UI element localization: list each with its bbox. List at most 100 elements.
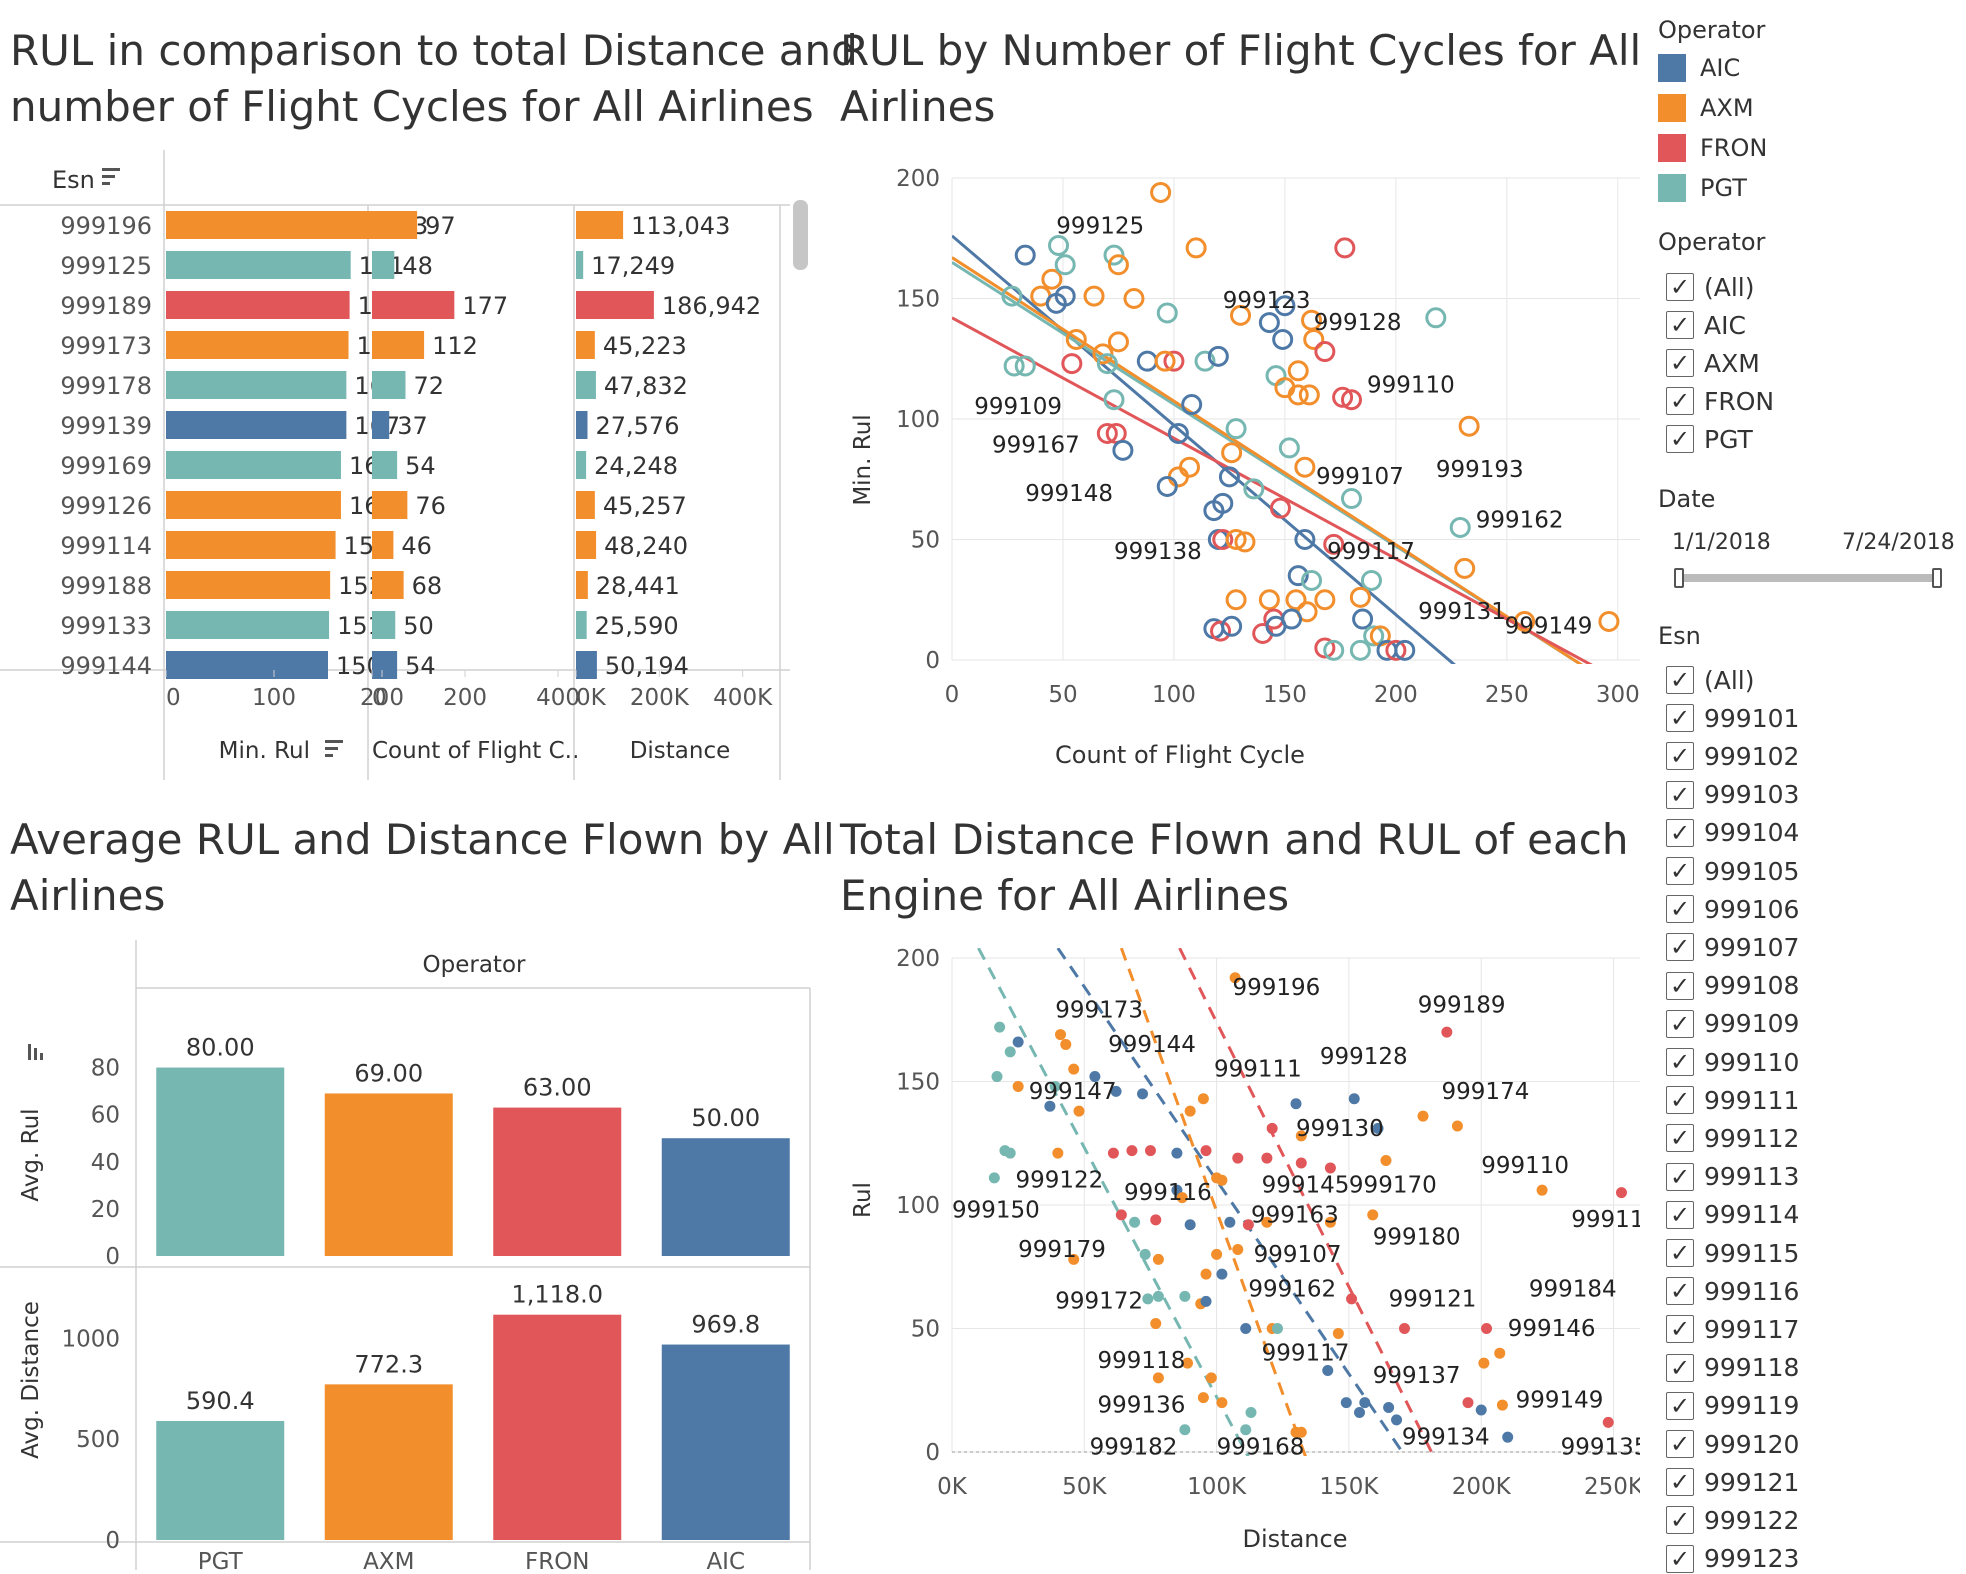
data-point[interactable] bbox=[1294, 529, 1316, 550]
date-slider-end-handle[interactable] bbox=[1932, 568, 1942, 588]
avg-distance-bar[interactable] bbox=[324, 1384, 453, 1540]
bar-min-rul[interactable] bbox=[166, 211, 375, 239]
bar-flight-cycles[interactable] bbox=[372, 451, 398, 479]
checkbox-checked-icon[interactable]: ✓ bbox=[1666, 1200, 1694, 1229]
data-point[interactable] bbox=[1096, 353, 1118, 375]
data-point[interactable] bbox=[1185, 237, 1207, 259]
data-point[interactable] bbox=[1598, 610, 1620, 632]
data-point[interactable] bbox=[1225, 529, 1247, 550]
data-point[interactable] bbox=[1012, 1080, 1024, 1092]
data-point[interactable] bbox=[1481, 1323, 1493, 1334]
operator-filter-item[interactable]: ✓ PGT bbox=[1666, 422, 1753, 456]
legend-item-pgt[interactable]: PGT bbox=[1658, 172, 1747, 204]
avg-distance-bar[interactable] bbox=[493, 1314, 622, 1540]
data-point[interactable] bbox=[1052, 1147, 1064, 1159]
data-point[interactable] bbox=[1092, 343, 1114, 365]
avg-rul-bar[interactable] bbox=[156, 1067, 285, 1256]
bar-distance[interactable] bbox=[576, 611, 587, 639]
data-point[interactable] bbox=[1207, 345, 1229, 367]
data-point[interactable] bbox=[1290, 1098, 1302, 1110]
data-point[interactable] bbox=[1181, 394, 1203, 416]
data-point[interactable] bbox=[1363, 625, 1385, 647]
data-point[interactable] bbox=[1014, 355, 1036, 377]
data-point[interactable] bbox=[1615, 1187, 1627, 1199]
data-point[interactable] bbox=[1041, 268, 1063, 290]
data-point[interactable] bbox=[1205, 1372, 1217, 1384]
data-point[interactable] bbox=[1295, 1157, 1307, 1169]
esn-filter-item[interactable]: ✓ 999117 bbox=[1666, 1312, 1799, 1346]
data-point[interactable] bbox=[1303, 328, 1325, 350]
data-point[interactable] bbox=[1372, 1122, 1384, 1134]
esn-filter-item[interactable]: ✓ 999122 bbox=[1666, 1503, 1799, 1537]
data-point[interactable] bbox=[1314, 341, 1336, 363]
esn-filter-item[interactable]: ✓ 999109 bbox=[1666, 1007, 1799, 1041]
data-point[interactable] bbox=[1332, 386, 1354, 408]
avg-distance-bar[interactable] bbox=[661, 1344, 790, 1540]
data-point[interactable] bbox=[988, 1172, 1000, 1184]
esn-sort-icon[interactable] bbox=[102, 168, 120, 185]
data-point[interactable] bbox=[1200, 1268, 1212, 1280]
data-point[interactable] bbox=[1323, 533, 1345, 555]
data-point[interactable] bbox=[1245, 1406, 1257, 1418]
data-point[interactable] bbox=[1269, 497, 1291, 519]
data-point[interactable] bbox=[1211, 1248, 1223, 1260]
data-point[interactable] bbox=[1060, 1038, 1072, 1050]
data-point[interactable] bbox=[1352, 608, 1374, 630]
data-point[interactable] bbox=[1240, 1424, 1252, 1436]
data-point[interactable] bbox=[1496, 1399, 1508, 1411]
checkbox-checked-icon[interactable]: ✓ bbox=[1666, 933, 1694, 962]
legend-item-axm[interactable]: AXM bbox=[1658, 92, 1754, 124]
data-point[interactable] bbox=[1281, 608, 1303, 630]
data-point[interactable] bbox=[1287, 384, 1309, 406]
data-point[interactable] bbox=[1182, 1357, 1194, 1369]
data-point[interactable] bbox=[1110, 1085, 1122, 1097]
data-point[interactable] bbox=[1178, 456, 1200, 478]
bar-flight-cycles[interactable] bbox=[372, 651, 398, 679]
esn-filter-item[interactable]: ✓ 999105 bbox=[1666, 854, 1799, 888]
data-point[interactable] bbox=[1171, 1147, 1183, 1159]
data-point[interactable] bbox=[1176, 1192, 1188, 1204]
bar-distance[interactable] bbox=[576, 411, 588, 439]
checkbox-checked-icon[interactable]: ✓ bbox=[1666, 1544, 1694, 1573]
data-point[interactable] bbox=[1295, 1426, 1307, 1438]
checkbox-checked-icon[interactable]: ✓ bbox=[1666, 1391, 1694, 1420]
data-point[interactable] bbox=[1107, 254, 1129, 276]
bar-flight-cycles[interactable] bbox=[372, 251, 395, 279]
legend-item-aic[interactable]: AIC bbox=[1658, 52, 1740, 84]
data-point[interactable] bbox=[1274, 295, 1296, 317]
data-point[interactable] bbox=[1216, 1268, 1228, 1280]
checkbox-checked-icon[interactable]: ✓ bbox=[1666, 666, 1694, 694]
checkbox-checked-icon[interactable]: ✓ bbox=[1666, 1430, 1694, 1458]
avg-rul-bar[interactable] bbox=[493, 1107, 622, 1256]
bar-min-rul[interactable] bbox=[166, 451, 341, 479]
data-point[interactable] bbox=[1425, 307, 1447, 329]
data-point[interactable] bbox=[1179, 1290, 1191, 1302]
data-point[interactable] bbox=[1129, 1216, 1141, 1228]
data-point[interactable] bbox=[1294, 456, 1316, 478]
checkbox-checked-icon[interactable]: ✓ bbox=[1666, 895, 1694, 924]
esn-filter-item[interactable]: ✓ 999106 bbox=[1666, 892, 1799, 926]
data-point[interactable] bbox=[1301, 569, 1323, 591]
bar-distance[interactable] bbox=[576, 531, 597, 559]
checkbox-checked-icon[interactable]: ✓ bbox=[1666, 971, 1694, 1000]
esn-filter-item[interactable]: ✓ 999102 bbox=[1666, 739, 1799, 773]
bar-distance[interactable] bbox=[576, 251, 584, 279]
data-point[interactable] bbox=[1340, 488, 1362, 510]
data-point[interactable] bbox=[1232, 1243, 1244, 1255]
data-point[interactable] bbox=[1261, 1152, 1273, 1164]
data-point[interactable] bbox=[1258, 312, 1280, 334]
data-point[interactable] bbox=[1417, 1110, 1429, 1122]
data-point[interactable] bbox=[1184, 1105, 1196, 1117]
bar-flight-cycles[interactable] bbox=[372, 611, 396, 639]
bar-distance[interactable] bbox=[576, 331, 595, 359]
data-point[interactable] bbox=[1156, 475, 1178, 497]
data-point[interactable] bbox=[994, 1021, 1006, 1033]
data-point[interactable] bbox=[1089, 1071, 1101, 1083]
data-point[interactable] bbox=[1152, 1290, 1164, 1302]
bar-distance[interactable] bbox=[576, 571, 588, 599]
checkbox-checked-icon[interactable]: ✓ bbox=[1666, 1048, 1694, 1076]
data-point[interactable] bbox=[1475, 1404, 1487, 1416]
min-rul-sort-icon[interactable] bbox=[325, 740, 343, 757]
data-point[interactable] bbox=[1212, 492, 1234, 514]
table-scrollbar[interactable] bbox=[793, 200, 808, 270]
